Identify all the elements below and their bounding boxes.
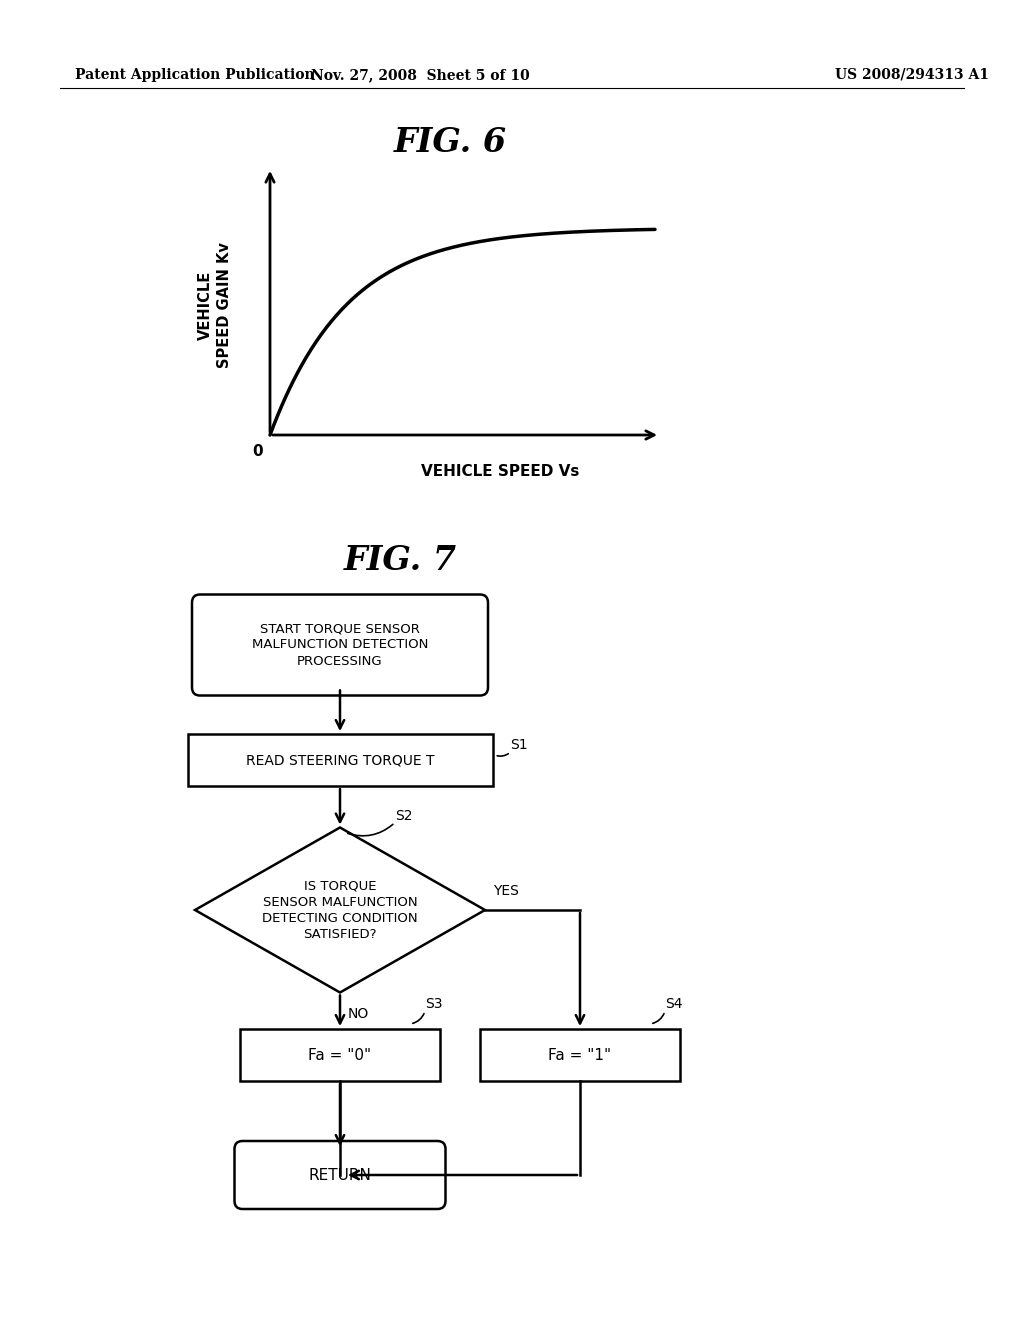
FancyBboxPatch shape [193,594,488,696]
Text: S3: S3 [425,997,442,1011]
Bar [480,1030,680,1081]
Text: NO: NO [348,1007,370,1022]
Text: VEHICLE
SPEED GAIN Kv: VEHICLE SPEED GAIN Kv [198,242,232,368]
Text: YES: YES [493,884,519,898]
Text: S1: S1 [511,738,528,752]
Text: Patent Application Publication: Patent Application Publication [75,69,314,82]
Bar [187,734,493,785]
Text: S4: S4 [665,997,683,1011]
FancyBboxPatch shape [234,1140,445,1209]
Text: RETURN: RETURN [308,1167,372,1183]
Text: Nov. 27, 2008  Sheet 5 of 10: Nov. 27, 2008 Sheet 5 of 10 [310,69,529,82]
Text: IS TORQUE
SENSOR MALFUNCTION
DETECTING CONDITION
SATISFIED?: IS TORQUE SENSOR MALFUNCTION DETECTING C… [262,879,418,940]
Text: US 2008/294313 A1: US 2008/294313 A1 [835,69,989,82]
Text: START TORQUE SENSOR
MALFUNCTION DETECTION
PROCESSING: START TORQUE SENSOR MALFUNCTION DETECTIO… [252,622,428,668]
Text: Fa = "0": Fa = "0" [308,1048,372,1063]
Text: S2: S2 [395,808,413,822]
Text: FIG. 6: FIG. 6 [393,125,507,158]
Text: FIG. 7: FIG. 7 [343,544,457,577]
Text: READ STEERING TORQUE T: READ STEERING TORQUE T [246,752,434,767]
Text: 0: 0 [253,445,263,459]
Text: VEHICLE SPEED Vs: VEHICLE SPEED Vs [421,465,580,479]
Polygon shape [195,828,485,993]
Text: Fa = "1": Fa = "1" [549,1048,611,1063]
Bar [240,1030,440,1081]
